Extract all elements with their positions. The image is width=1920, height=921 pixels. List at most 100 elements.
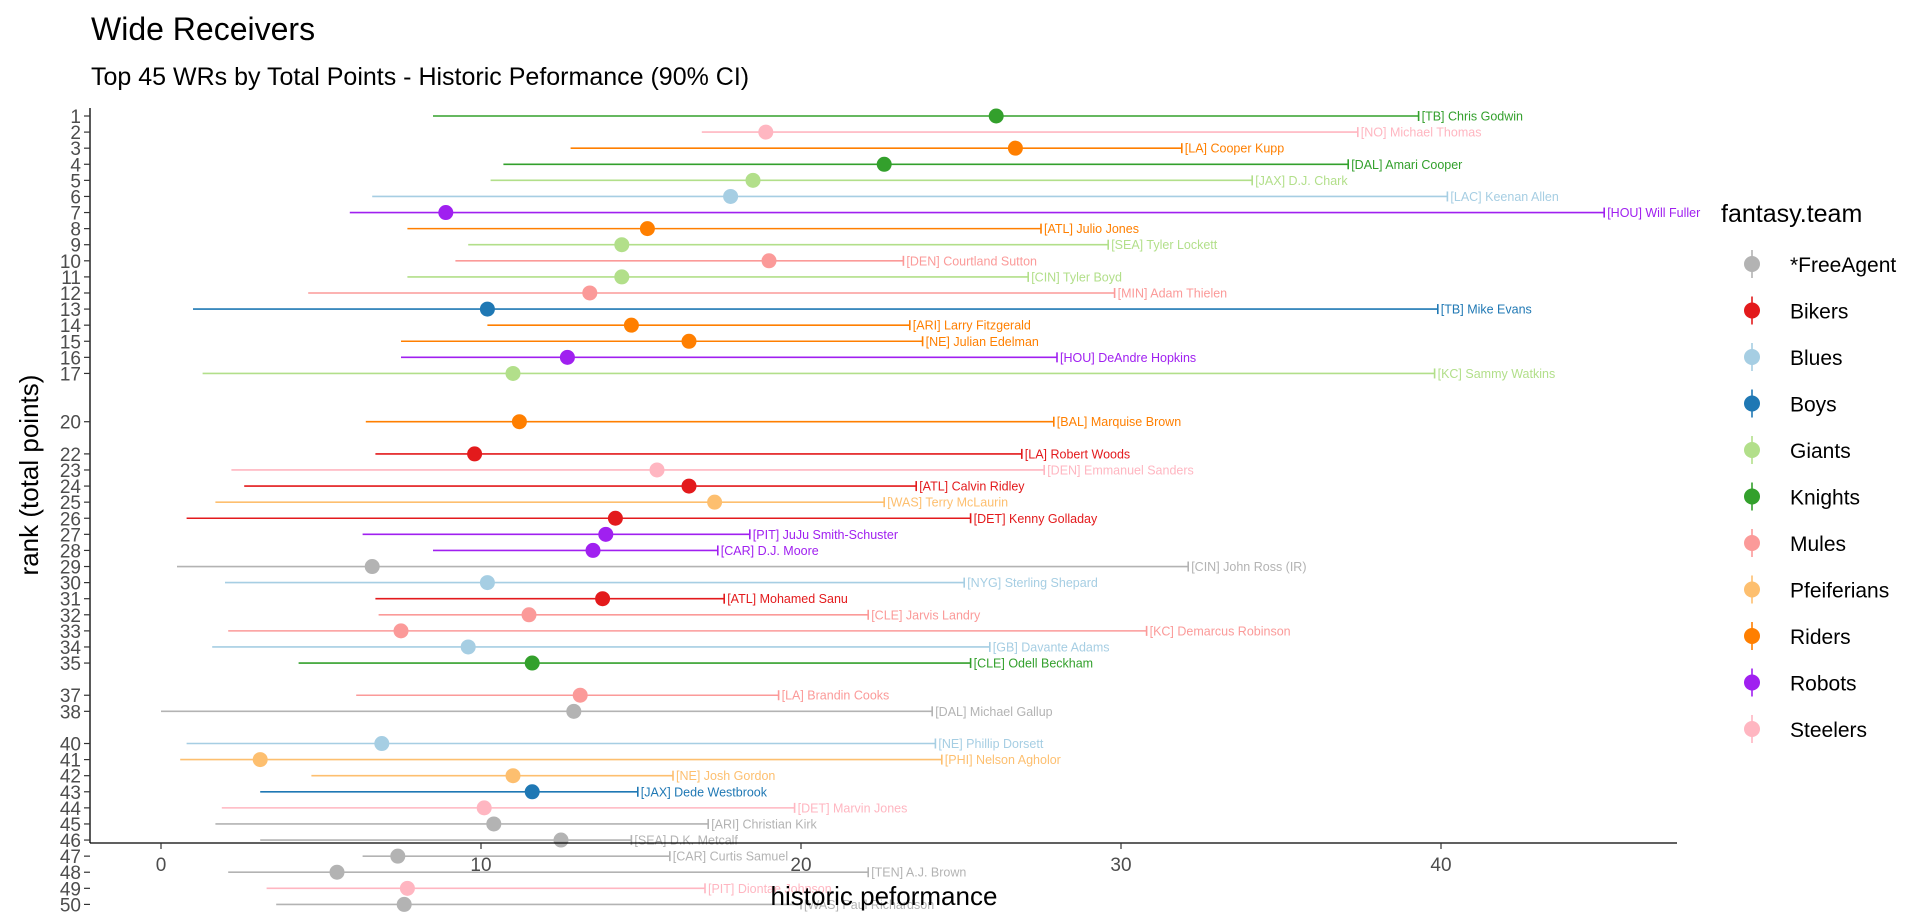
point-marker — [614, 237, 630, 253]
legend-key-dot — [1744, 721, 1760, 737]
legend-label: Steelers — [1790, 719, 1867, 742]
y-tick-label: 20 — [60, 413, 81, 434]
y-tick-label: 49 — [60, 879, 81, 900]
point-marker — [639, 221, 655, 237]
y-axis-title: rank (total points) — [14, 375, 44, 576]
legend-key-dot — [1744, 302, 1760, 319]
legend-key — [1744, 482, 1760, 511]
legend-label: Blues — [1790, 347, 1843, 370]
y-tick-label: 44 — [60, 799, 82, 820]
x-tick-label: 20 — [790, 855, 811, 876]
y-tick-label: 7 — [70, 204, 81, 225]
player-label: [NE] Julian Edelman — [926, 335, 1039, 349]
x-tick-label: 0 — [156, 855, 167, 876]
point-marker — [707, 494, 723, 510]
point-marker — [460, 639, 476, 655]
y-tick-label: 10 — [60, 252, 81, 273]
player-label: [ATL] Mohamed Sanu — [727, 592, 848, 606]
point-marker — [329, 864, 345, 880]
y-tick-label: 48 — [60, 863, 81, 884]
legend-key-dot — [1744, 256, 1760, 272]
point-marker — [438, 205, 454, 221]
player-label: [TB] Chris Godwin — [1422, 110, 1523, 124]
y-tick-label: 41 — [60, 751, 81, 772]
legend-label: Bikers — [1790, 301, 1848, 324]
y-tick-label: 12 — [60, 284, 81, 305]
point-estimates — [252, 108, 1023, 912]
point-marker — [479, 575, 495, 591]
y-tick-label: 45 — [60, 815, 81, 836]
x-axis-title: historic peformance — [771, 881, 998, 911]
legend-key — [1744, 622, 1760, 650]
player-label: [JAX] Dede Westbrook — [641, 785, 768, 799]
player-label: [JAX] D.J. Chark — [1255, 174, 1348, 188]
player-label: [HOU] Will Fuller — [1607, 206, 1700, 220]
player-label: [WAS] Paul Richardson — [804, 898, 934, 912]
point-marker — [761, 253, 777, 269]
legend-key — [1744, 668, 1760, 697]
point-marker — [566, 703, 582, 719]
y-tick-label: 14 — [60, 316, 82, 337]
point-marker — [511, 414, 527, 430]
legend-label: *FreeAgent — [1790, 254, 1896, 277]
y-tick-label: 16 — [60, 348, 81, 369]
player-label: [ATL] Calvin Ridley — [919, 480, 1025, 494]
x-axis-ticks: 0 10 20 30 40 — [156, 843, 1452, 876]
player-label: [PIT] JuJu Smith-Schuster — [753, 528, 898, 542]
y-tick-label: 5 — [70, 171, 81, 192]
y-tick-label: 22 — [60, 445, 81, 466]
point-marker — [745, 172, 761, 188]
point-marker — [396, 896, 412, 912]
point-marker — [1007, 140, 1023, 156]
y-tick-label: 1 — [70, 107, 81, 128]
legend-label: Pfeiferians — [1790, 580, 1889, 603]
x-tick-label: 10 — [470, 855, 491, 876]
legend-label: Giants — [1790, 440, 1851, 463]
point-marker — [505, 768, 521, 784]
confidence-intervals — [161, 111, 1605, 910]
y-tick-label: 46 — [60, 831, 81, 852]
player-label: [CLE] Odell Beckham — [974, 657, 1094, 671]
legend: fantasy.team *FreeAgent Bikers Blues Boys Gi… — [1721, 200, 1896, 743]
point-marker — [598, 526, 614, 542]
player-label: [LAC] Keenan Allen — [1450, 190, 1558, 204]
player-label: [KC] Sammy Watkins — [1438, 367, 1556, 381]
legend-key — [1744, 436, 1760, 464]
point-marker — [988, 108, 1004, 124]
point-marker — [723, 188, 739, 204]
x-tick-label: 40 — [1430, 855, 1451, 876]
player-label: [DEN] Courtland Sutton — [906, 254, 1037, 268]
player-label: [NYG] Sterling Shepard — [967, 576, 1098, 590]
x-tick-label: 30 — [1110, 855, 1131, 876]
player-label: [ARI] Christian Kirk — [711, 817, 817, 831]
y-tick-label: 27 — [60, 525, 81, 546]
point-marker — [524, 655, 540, 671]
player-label: [CIN] Tyler Boyd — [1031, 270, 1122, 284]
legend-label: Mules — [1790, 533, 1846, 556]
point-marker — [521, 607, 537, 623]
point-marker — [572, 687, 588, 703]
player-label: [CIN] John Ross (IR) — [1191, 560, 1306, 574]
player-label: [SEA] D.K. Metcalf — [634, 834, 738, 848]
point-marker — [758, 124, 774, 140]
y-tick-label: 34 — [60, 638, 82, 659]
legend-key — [1744, 715, 1760, 743]
legend-label: Boys — [1790, 394, 1837, 417]
player-label: [MIN] Adam Thielen — [1118, 286, 1228, 300]
point-marker — [524, 784, 540, 800]
chart-subtitle: Top 45 WRs by Total Points - Historic Pe… — [91, 63, 749, 91]
player-label: [SEA] Tyler Lockett — [1111, 238, 1218, 252]
legend-key-dot — [1744, 349, 1760, 365]
legend-key — [1744, 575, 1760, 604]
player-label: [TEN] A.J. Brown — [871, 866, 966, 880]
player-label: [KC] Demarcus Robinson — [1150, 624, 1291, 638]
y-tick-label: 15 — [60, 332, 81, 353]
y-tick-label: 40 — [60, 735, 81, 756]
point-marker — [582, 285, 598, 301]
legend-label: Robots — [1790, 673, 1857, 696]
legend-key — [1744, 389, 1760, 418]
y-tick-label: 32 — [60, 606, 81, 627]
legend-key-dot — [1744, 488, 1760, 505]
y-tick-label: 37 — [60, 686, 81, 707]
